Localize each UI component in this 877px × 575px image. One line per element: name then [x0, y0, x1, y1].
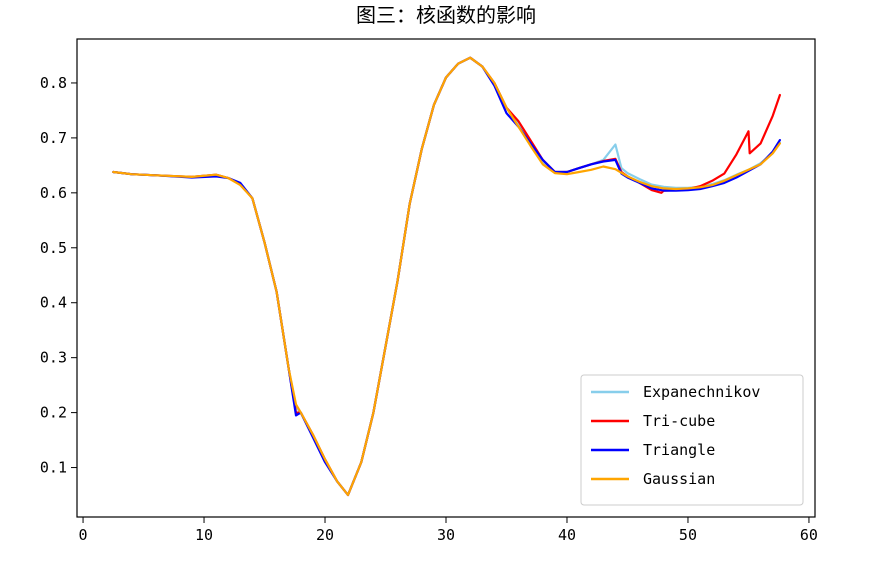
- legend-box: [580, 374, 804, 506]
- plot-area-frame: [76, 38, 816, 518]
- x-tick-label: 0: [79, 526, 88, 544]
- x-axis-ticks: 0 10 20 30 40 50 60: [79, 517, 818, 544]
- legend-label: Expanechnikov: [643, 383, 760, 401]
- series-layer: [112, 56, 782, 497]
- legend-label: Tri-cube: [643, 412, 715, 430]
- x-tick-label: 40: [558, 526, 576, 544]
- x-tick-label: 60: [800, 526, 818, 544]
- legend: Expanechnikov Tri-cube Triangle Gaussian: [580, 374, 804, 506]
- x-tick-label: 10: [195, 526, 213, 544]
- y-tick-label: 0.2: [40, 404, 67, 422]
- legend-label: Gaussian: [643, 470, 715, 488]
- x-tick-label: 30: [437, 526, 455, 544]
- y-axis-ticks: 0.1 0.2 0.3 0.4 0.5 0.6 0.7 0.8: [40, 74, 77, 477]
- chart-title: 图三：核函数的影响: [356, 3, 536, 27]
- x-tick-label: 20: [316, 526, 334, 544]
- series-line-gaussian: [112, 56, 782, 497]
- y-tick-label: 0.3: [40, 349, 67, 367]
- y-tick-label: 0.4: [40, 294, 67, 312]
- y-tick-label: 0.1: [40, 459, 67, 477]
- y-tick-label: 0.5: [40, 239, 67, 257]
- y-tick-label: 0.8: [40, 74, 67, 92]
- legend-label: Triangle: [643, 441, 715, 459]
- y-tick-label: 0.7: [40, 129, 67, 147]
- x-tick-label: 50: [679, 526, 697, 544]
- y-tick-label: 0.6: [40, 184, 67, 202]
